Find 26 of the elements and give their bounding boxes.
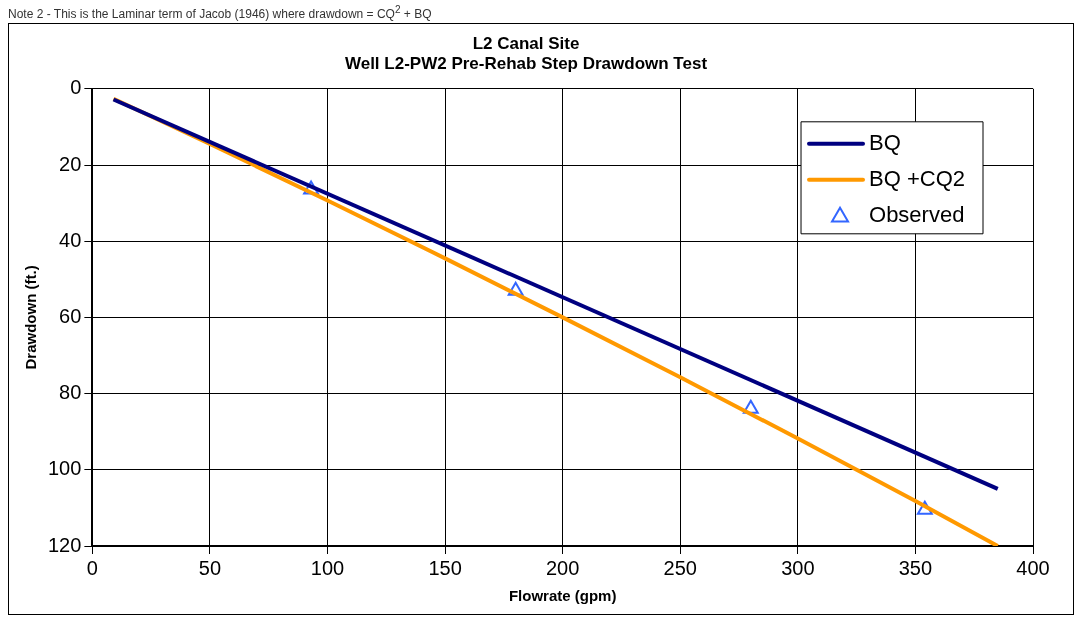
legend-label: BQ [869,129,901,155]
x-tick-label: 0 [86,556,98,579]
x-tick-label: 400 [1016,556,1050,579]
point [303,180,319,195]
x-tick-label: 50 [198,556,222,579]
legend-label: BQ +CQ2 [869,165,965,191]
x-tick-label: 150 [428,556,462,579]
chart-title: L2 Canal Site Well L2-PW2 Pre-Rehab Step Drawdown Test [344,33,708,74]
point [507,281,524,296]
legend-label: Observed [869,201,965,227]
y-tick-label: 120 [47,533,82,556]
y-tick-label: 40 [59,228,82,251]
x-tick-label: 100 [310,556,345,579]
x-tick-label: 200 [546,556,580,579]
point [916,500,933,515]
y-tick-label: 20 [59,152,82,175]
x-tick-label: 300 [781,556,815,579]
y-tick-label: 80 [59,381,82,404]
y-tick-label: 0 [70,76,82,99]
y-axis-title: Drawdown (ft.) [22,265,40,370]
point [742,399,759,414]
y-tick-label: 100 [47,457,82,480]
x-tick-label: 250 [663,556,697,579]
y-tick-label: 60 [59,304,82,327]
x-tick-label: 350 [898,556,933,579]
text: Note 2 - This is the Laminar term of Jacob (1946) where drawdown = CQ$^{2}$ + BQ [8,4,433,21]
